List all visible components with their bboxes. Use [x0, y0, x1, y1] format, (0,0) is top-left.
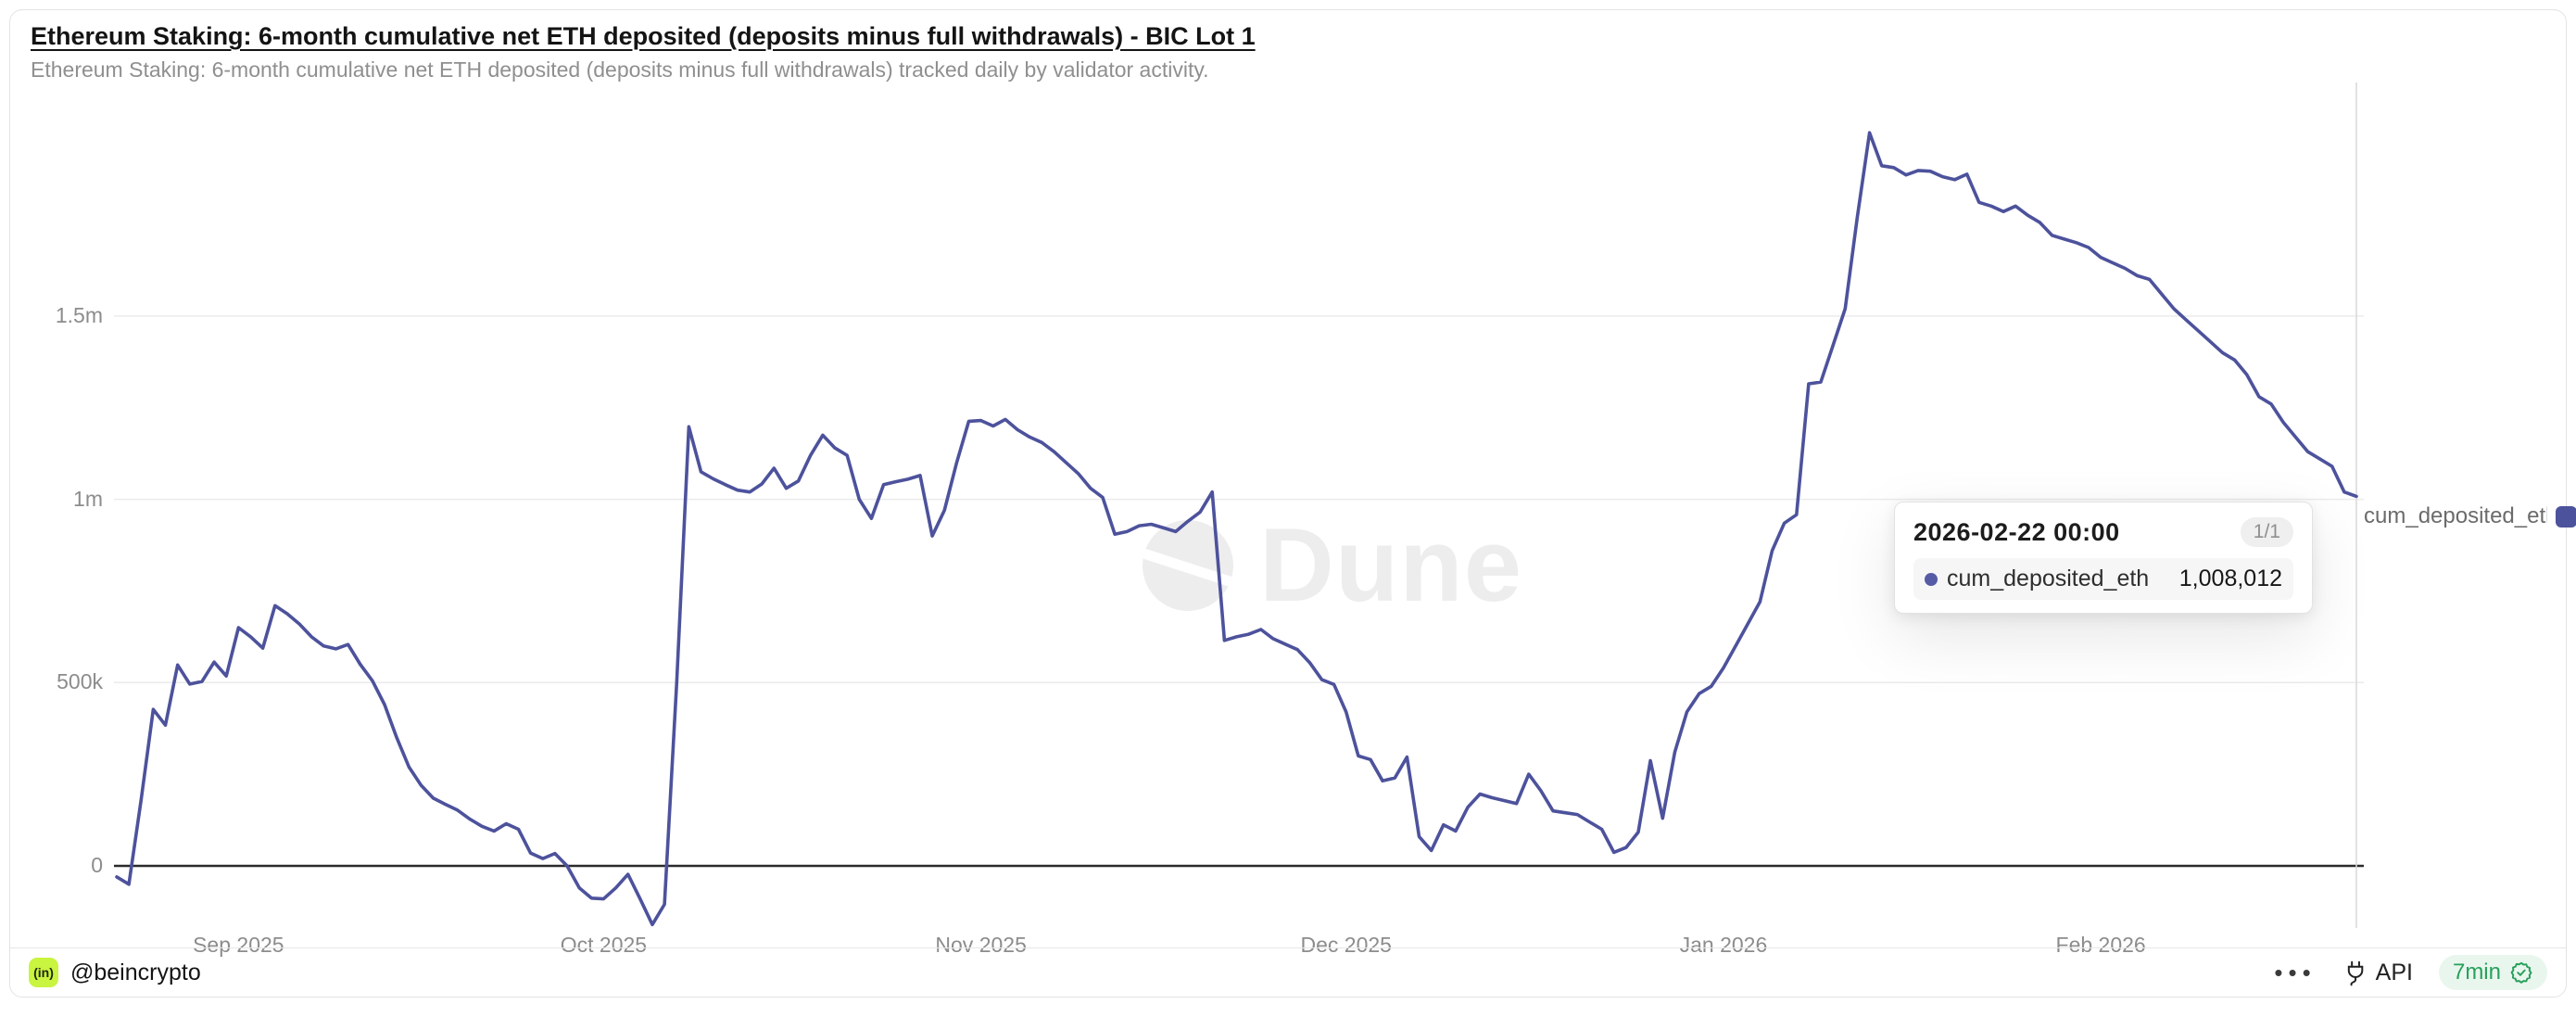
series-dot-icon	[1925, 572, 1938, 586]
api-label: API	[2375, 959, 2413, 985]
footer-bar: (in) @beincrypto ••• API 7min	[10, 947, 2566, 997]
refresh-time: 7min	[2452, 960, 2501, 985]
y-tick-label: 1m	[73, 486, 103, 511]
legend-swatch-icon	[2556, 505, 2576, 528]
legend-label: cum_deposited_eth	[2364, 503, 2547, 528]
plug-icon	[2347, 960, 2363, 985]
chart-header: Ethereum Staking: 6-month cumulative net…	[31, 21, 2545, 83]
x-tick-label: Oct 2025	[560, 933, 648, 957]
tooltip-series-name: cum_deposited_eth	[1947, 566, 2150, 591]
hover-tooltip: 2026-02-22 00:00 1/1 cum_deposited_eth 1…	[1894, 502, 2313, 614]
author-link[interactable]: (in) @beincrypto	[29, 958, 201, 987]
chart-subtitle: Ethereum Staking: 6-month cumulative net…	[31, 57, 1209, 83]
y-tick-label: 500k	[57, 669, 103, 694]
dune-logo-icon	[1143, 520, 1233, 611]
chart-card: Ethereum Staking: 6-month cumulative net…	[9, 9, 2576, 998]
dune-watermark-text: Dune	[1259, 507, 1522, 623]
verified-check-icon	[2510, 961, 2532, 984]
dune-watermark: Dune	[1143, 507, 1522, 623]
legend-item[interactable]: cum_deposited_eth	[2362, 503, 2576, 529]
x-tick-label: Nov 2025	[935, 933, 1027, 957]
refresh-status-badge[interactable]: 7min	[2438, 955, 2547, 990]
tooltip-page-badge: 1/1	[2240, 517, 2293, 547]
beincrypto-logo-icon: (in)	[29, 958, 58, 987]
x-tick-label: Feb 2026	[2055, 933, 2146, 957]
chart-title-link[interactable]: Ethereum Staking: 6-month cumulative net…	[31, 22, 1256, 50]
x-tick-label: Dec 2025	[1300, 933, 1392, 957]
y-tick-label: 0	[91, 853, 103, 877]
author-handle: @beincrypto	[70, 959, 201, 985]
x-tick-label: Sep 2025	[193, 933, 284, 957]
tooltip-date: 2026-02-22 00:00	[1913, 517, 2120, 546]
x-tick-label: Jan 2026	[1679, 933, 1768, 957]
api-button[interactable]: API	[2342, 960, 2413, 986]
tooltip-series-value: 1,008,012	[2178, 566, 2282, 591]
tooltip-series-row: cum_deposited_eth 1,008,012	[1913, 558, 2293, 600]
y-tick-label: 1.5m	[55, 302, 103, 327]
more-menu-button[interactable]: •••	[2274, 959, 2317, 986]
